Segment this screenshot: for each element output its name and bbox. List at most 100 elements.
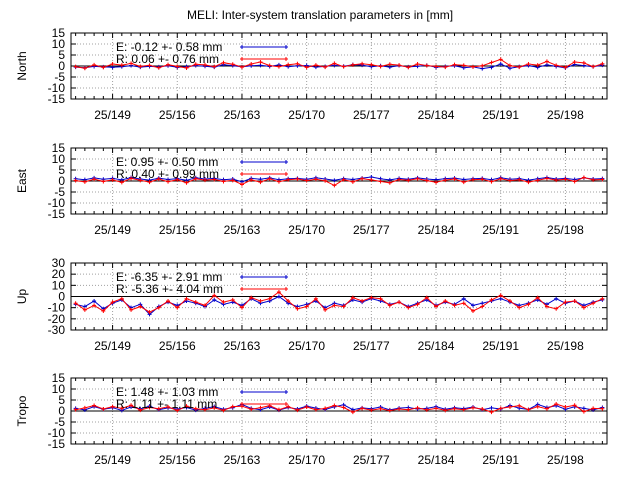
data-point-r	[563, 405, 568, 410]
data-point-r	[544, 406, 549, 411]
data-point-r	[600, 61, 605, 66]
data-point-r	[415, 62, 420, 67]
x-tick-label: 25/149	[94, 223, 131, 237]
x-tick-label: 25/149	[94, 339, 131, 353]
x-tick-label: 25/198	[547, 108, 584, 122]
data-point-r	[378, 296, 383, 301]
data-point-r	[286, 404, 291, 409]
data-point-r	[572, 60, 577, 65]
y-axis-label: North	[15, 51, 29, 80]
data-point-r	[415, 176, 420, 181]
y-tick-label: 5	[58, 393, 65, 407]
data-point-r	[267, 176, 272, 181]
data-point-r	[544, 59, 549, 64]
data-point-r	[249, 407, 254, 412]
data-point-e	[480, 301, 485, 306]
data-point-r	[129, 176, 134, 181]
x-tick-label: 25/177	[353, 339, 390, 353]
y-tick-label: -10	[48, 301, 66, 315]
data-point-r	[258, 298, 263, 303]
data-point-r	[406, 407, 411, 412]
data-point-r	[304, 65, 309, 70]
data-point-r	[119, 406, 124, 411]
x-tick-label: 25/170	[288, 453, 325, 467]
data-point-r	[323, 65, 328, 70]
data-point-r	[369, 62, 374, 67]
x-tick-label: 25/156	[159, 453, 196, 467]
data-point-r	[535, 404, 540, 409]
data-point-r	[341, 177, 346, 182]
data-point-r	[175, 305, 180, 310]
data-point-r	[239, 305, 244, 310]
y-tick-label: -15	[48, 437, 66, 451]
data-point-r	[184, 296, 189, 301]
data-point-r	[397, 300, 402, 305]
data-point-r	[350, 62, 355, 67]
data-point-r	[295, 177, 300, 182]
data-point-r	[600, 296, 605, 301]
y-tick-label: -20	[48, 312, 66, 326]
data-point-r	[378, 179, 383, 184]
data-point-r	[258, 60, 263, 65]
x-tick-label: 25/177	[353, 453, 390, 467]
data-point-r	[378, 64, 383, 69]
data-point-r	[563, 177, 568, 182]
data-point-r	[544, 176, 549, 181]
data-point-e	[82, 304, 87, 309]
series-line-r	[75, 291, 603, 313]
data-point-r	[480, 304, 485, 309]
data-point-r	[138, 178, 143, 183]
data-point-r	[507, 63, 512, 68]
data-point-r	[119, 180, 124, 185]
data-point-r	[193, 62, 198, 67]
data-point-r	[489, 410, 494, 415]
data-point-r	[517, 403, 522, 408]
data-point-r	[526, 62, 531, 67]
y-tick-label: -30	[48, 323, 66, 337]
data-point-r	[323, 406, 328, 411]
data-point-r	[82, 405, 87, 410]
data-point-r	[387, 62, 392, 67]
data-point-r	[378, 406, 383, 411]
y-axis-label: Tropo	[15, 395, 29, 426]
legend-label-r: R: 0.40 +- 0.99 mm	[116, 167, 219, 181]
data-point-r	[397, 177, 402, 182]
data-point-e	[498, 296, 503, 301]
data-point-r	[498, 406, 503, 411]
x-tick-label: 25/198	[547, 223, 584, 237]
data-point-r	[276, 179, 281, 184]
data-point-r	[591, 301, 596, 306]
data-point-r	[129, 403, 134, 408]
data-point-r	[295, 306, 300, 311]
data-point-r	[489, 179, 494, 184]
data-point-r	[507, 405, 512, 410]
data-point-r	[230, 62, 235, 67]
data-point-r	[313, 63, 318, 68]
data-point-r	[193, 300, 198, 305]
data-point-r	[147, 310, 152, 315]
data-point-r	[581, 409, 586, 414]
data-point-r	[92, 62, 97, 67]
x-tick-label: 25/184	[418, 108, 455, 122]
data-point-r	[517, 305, 522, 310]
data-point-r	[323, 178, 328, 183]
data-point-r	[129, 307, 134, 312]
data-point-r	[452, 303, 457, 308]
data-point-r	[507, 178, 512, 183]
data-point-r	[424, 178, 429, 183]
data-point-r	[526, 302, 531, 307]
data-point-r	[600, 177, 605, 182]
data-point-r	[147, 405, 152, 410]
data-point-r	[369, 177, 374, 182]
legend-marker-e	[240, 275, 288, 279]
legend-marker-e	[240, 45, 288, 49]
data-point-r	[489, 60, 494, 65]
y-tick-label: 10	[52, 382, 66, 396]
data-point-e	[498, 62, 503, 67]
data-point-r	[203, 407, 207, 412]
data-point-r	[203, 178, 207, 183]
data-point-r	[471, 177, 475, 182]
